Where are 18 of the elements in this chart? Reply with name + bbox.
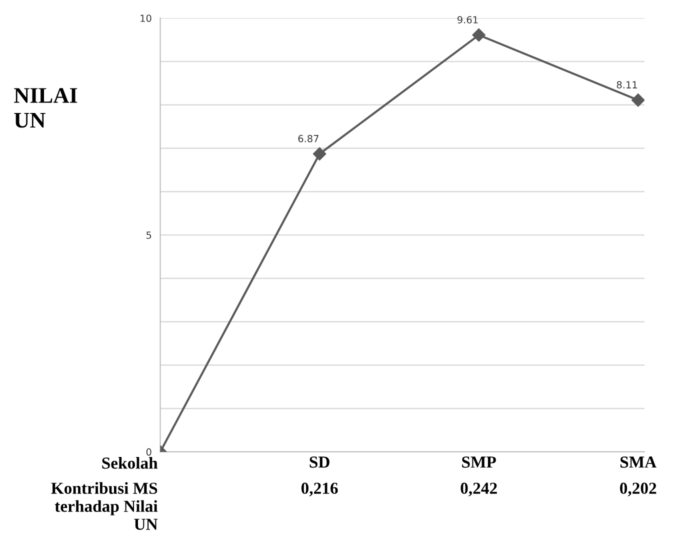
point xyxy=(472,28,486,42)
y-axis-title: NILAI UN xyxy=(14,88,78,128)
x-tick-label: SMA xyxy=(620,456,657,468)
text: 0,216 xyxy=(301,482,338,496)
point xyxy=(632,94,644,107)
x-axis-title: Sekolah xyxy=(102,457,158,469)
text: Kontribusi MS terhadap Nilai UN xyxy=(51,482,158,530)
data-label: 8.11 xyxy=(616,81,637,88)
x-tick-label: SD xyxy=(310,456,330,468)
y-tick-label: 5 xyxy=(146,232,152,239)
data-label: 9.61 xyxy=(458,16,478,24)
point xyxy=(312,147,326,160)
y-tick-label: 10 xyxy=(140,14,152,22)
text: 0,242 xyxy=(460,482,497,496)
data-label: 6.87 xyxy=(298,134,318,142)
x-tick-label: SMP xyxy=(462,456,496,468)
text: 0,202 xyxy=(620,482,656,496)
y-tick-label: 0 xyxy=(146,448,152,456)
